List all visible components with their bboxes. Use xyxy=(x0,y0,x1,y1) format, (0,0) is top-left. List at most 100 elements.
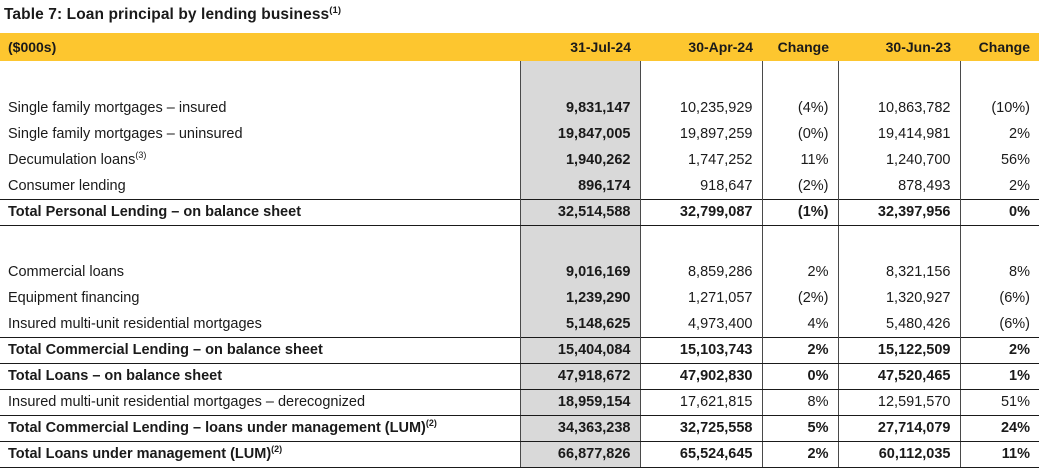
table-row: Total Loans under management (LUM)(2) 66,… xyxy=(0,440,1039,468)
row-label-text: Total Loans under management (LUM) xyxy=(8,446,272,462)
cell-value: (10%) xyxy=(959,95,1039,121)
row-label-text: Single family mortgages – uninsured xyxy=(8,126,243,142)
table-row: Insured multi-unit residential mortgages… xyxy=(0,388,1039,416)
cell-value: 10,235,929 xyxy=(639,95,762,121)
cell-value: 0% xyxy=(959,198,1039,226)
cell-value: (6%) xyxy=(959,311,1039,337)
row-label-text: Consumer lending xyxy=(8,177,126,194)
cell-value-current: 1,940,262 xyxy=(519,147,640,173)
cell-value: 0% xyxy=(761,362,838,390)
cell-value: 8% xyxy=(761,388,838,416)
cell-value: 2% xyxy=(959,121,1039,147)
table-row: Commercial loans 9,016,169 8,859,286 2% 8,32… xyxy=(0,259,1039,285)
cell-value: 19,897,259 xyxy=(639,121,762,147)
table-row: Equipment financing 1,239,290 1,271,057 (2%… xyxy=(0,285,1039,311)
cell-value-current: 15,404,084 xyxy=(519,336,640,364)
cell-value: 56% xyxy=(959,147,1039,173)
cell-value xyxy=(761,61,838,95)
cell-value: 15,103,743 xyxy=(639,336,762,364)
cell-value: (2%) xyxy=(761,173,838,199)
cell-value xyxy=(639,61,762,95)
cell-value: 19,414,981 xyxy=(837,121,960,147)
cell-value: (0%) xyxy=(761,121,838,147)
cell-value: 51% xyxy=(959,388,1039,416)
cell-value: 4,973,400 xyxy=(639,311,762,337)
cell-value-current: 32,514,588 xyxy=(519,198,640,226)
cell-value: 10,863,782 xyxy=(837,95,960,121)
table-title-footnote-marker: (1) xyxy=(329,4,342,16)
row-footnote-marker: (2) xyxy=(425,418,437,429)
table-row: Single family mortgages – insured 9,831,1… xyxy=(0,95,1039,121)
row-label: Total Personal Lending – on balance shee… xyxy=(0,198,520,226)
cell-value: 4% xyxy=(761,311,838,337)
cell-value: 8% xyxy=(959,259,1039,285)
cell-value: 1,271,057 xyxy=(639,285,762,311)
cell-value-current: 18,959,154 xyxy=(519,388,640,416)
cell-value-current: 896,174 xyxy=(519,173,640,199)
table-row: Total Commercial Lending – on balance sh… xyxy=(0,336,1039,364)
cell-value-current: 9,831,147 xyxy=(519,95,640,121)
cell-value xyxy=(639,225,762,259)
row-label: Total Commercial Lending – on balance sh… xyxy=(0,336,520,364)
table-title-text: Table 7: Loan principal by lending busin… xyxy=(4,6,330,23)
column-header-units: ($000s) xyxy=(0,33,520,61)
row-label-text: Total Personal Lending – on balance shee… xyxy=(8,204,302,220)
row-label: Insured multi-unit residential mortgages… xyxy=(0,388,520,416)
cell-value: 12,591,570 xyxy=(837,388,960,416)
table-row: Single family mortgages – uninsured 19,84… xyxy=(0,121,1039,147)
row-label-text: Insured multi-unit residential mortgages… xyxy=(8,394,366,410)
cell-value: 5% xyxy=(761,414,838,442)
row-label xyxy=(0,225,520,259)
row-label-text: Insured multi-unit residential mortgages xyxy=(8,315,262,332)
cell-value: 1,747,252 xyxy=(639,147,762,173)
row-footnote-marker: (2) xyxy=(271,444,283,455)
table-row: Total Loans – on balance sheet 47,918,672… xyxy=(0,362,1039,390)
cell-value-current: 66,877,826 xyxy=(519,440,640,468)
cell-value xyxy=(761,225,838,259)
cell-value: 8,321,156 xyxy=(837,259,960,285)
row-label-text: Total Commercial Lending – loans under m… xyxy=(8,420,426,436)
column-header-30-apr-24: 30-Apr-24 xyxy=(640,33,762,61)
cell-value: 15,122,509 xyxy=(837,336,960,364)
row-label-text: Total Commercial Lending – on balance sh… xyxy=(8,342,323,358)
row-label: Equipment financing xyxy=(0,285,520,311)
cell-value: 2% xyxy=(761,259,838,285)
cell-value: 1,240,700 xyxy=(837,147,960,173)
table-row: Consumer lending 896,174 918,647 (2%) 878,49… xyxy=(0,173,1039,199)
row-label-text: Decumulation loans xyxy=(8,152,136,168)
cell-value: (2%) xyxy=(761,285,838,311)
cell-value-current: 19,847,005 xyxy=(519,121,640,147)
cell-value: 47,902,830 xyxy=(639,362,762,390)
column-header-30-jun-23: 30-Jun-23 xyxy=(838,33,960,61)
row-label: Commercial loans xyxy=(0,259,520,285)
row-label: Single family mortgages – insured xyxy=(0,95,520,121)
cell-value xyxy=(837,61,960,95)
row-label: Single family mortgages – uninsured xyxy=(0,121,520,147)
cell-value xyxy=(837,225,960,259)
table-row: Total Personal Lending – on balance shee… xyxy=(0,198,1039,226)
cell-value: 17,621,815 xyxy=(639,388,762,416)
row-label-text: Single family mortgages – insured xyxy=(8,100,227,116)
cell-value: 2% xyxy=(959,173,1039,199)
row-footnote-marker: (3) xyxy=(135,150,147,161)
cell-value-current: 5,148,625 xyxy=(519,311,640,337)
cell-value: 878,493 xyxy=(837,173,960,199)
cell-value-current: 1,239,290 xyxy=(519,285,640,311)
cell-value: (4%) xyxy=(761,95,838,121)
cell-value-current: 9,016,169 xyxy=(519,259,640,285)
cell-value: 27,714,079 xyxy=(837,414,960,442)
cell-value-current: 34,363,238 xyxy=(519,414,640,442)
cell-value: 918,647 xyxy=(639,173,762,199)
spacer-row xyxy=(0,61,1039,95)
cell-value: 5,480,426 xyxy=(837,311,960,337)
row-label: Decumulation loans(3) xyxy=(0,147,520,173)
header-row: ($000s) 31-Jul-24 30-Apr-24 Change 30-Ju… xyxy=(0,33,1039,61)
cell-value-current xyxy=(519,61,640,95)
cell-value: 1,320,927 xyxy=(837,285,960,311)
row-label xyxy=(0,61,520,95)
row-label-text: Total Loans – on balance sheet xyxy=(8,368,223,384)
cell-value: 65,524,645 xyxy=(639,440,762,468)
cell-value: 24% xyxy=(959,414,1039,442)
row-label-text: Commercial loans xyxy=(8,264,125,280)
cell-value-current: 47,918,672 xyxy=(519,362,640,390)
